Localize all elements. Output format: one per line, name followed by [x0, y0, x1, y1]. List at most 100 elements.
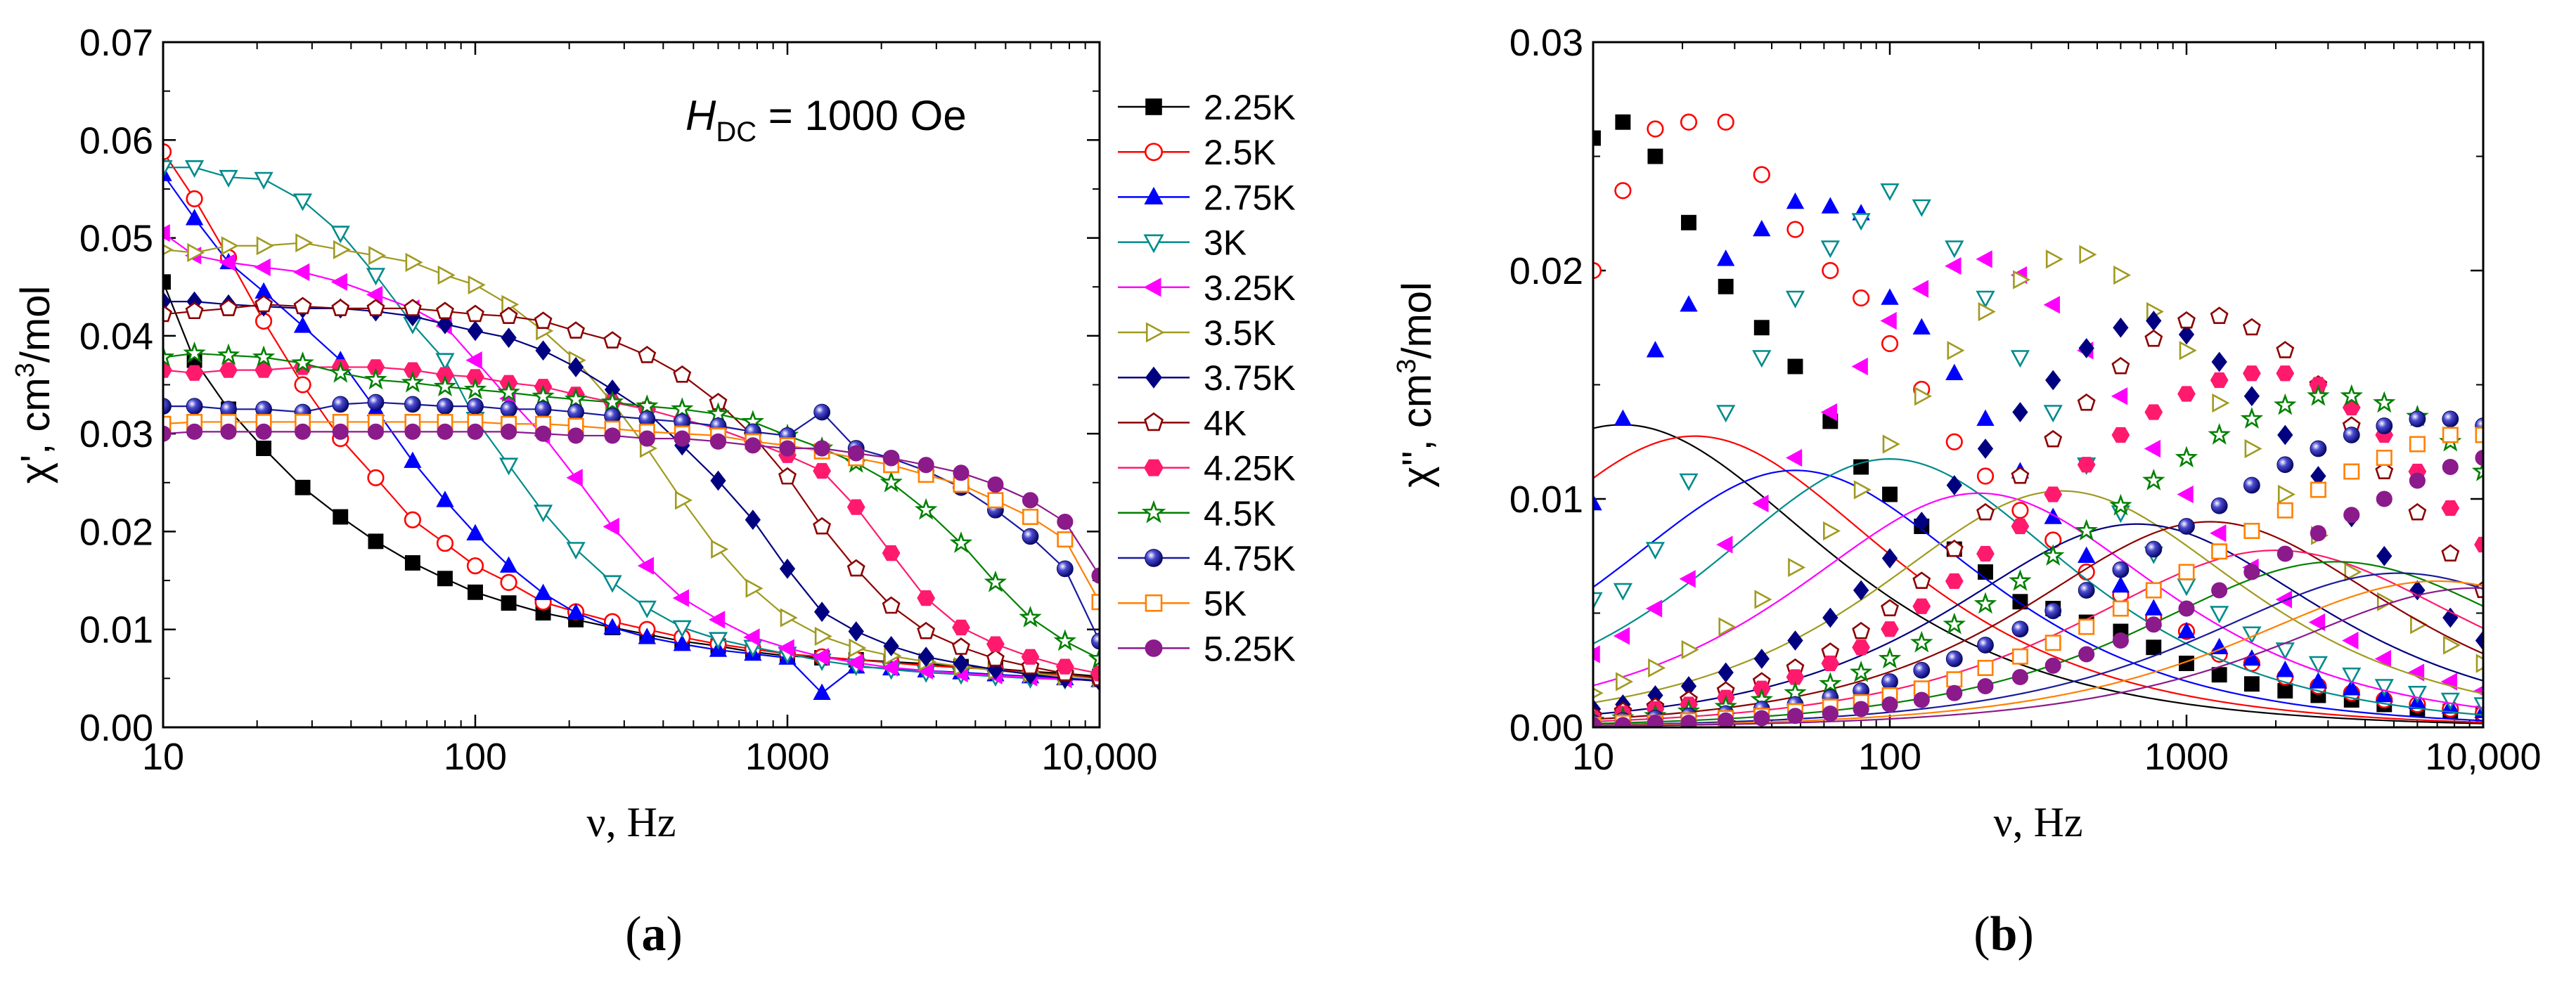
data-point [366, 268, 386, 286]
panel-caption: (b) [1973, 907, 2034, 961]
data-point [2210, 606, 2229, 624]
data-point [2111, 356, 2130, 375]
data-point [711, 539, 729, 559]
data-point [2011, 518, 2030, 535]
data-point [467, 398, 484, 415]
legend-item-2.75K: 2.75K [1118, 178, 1296, 217]
data-point [2144, 439, 2161, 458]
data-point [2310, 525, 2326, 542]
series-line [163, 431, 1100, 576]
data-point [501, 423, 517, 440]
data-point [2078, 646, 2095, 663]
data-point [219, 299, 238, 316]
data-point [2078, 546, 2096, 563]
data-point [986, 636, 1005, 652]
data-point [1614, 182, 1632, 200]
data-point [2012, 402, 2028, 422]
data-point [1718, 278, 1734, 294]
data-point [437, 571, 453, 587]
data-point [2111, 427, 2130, 443]
series-line [163, 366, 1100, 675]
legend-item-2.25K: 2.25K [1118, 88, 1296, 127]
data-point [1681, 639, 1699, 660]
data-point [949, 531, 973, 553]
data-point [2179, 341, 2197, 360]
legend-marker [1143, 278, 1161, 297]
data-point [917, 590, 936, 606]
data-point [1943, 612, 1966, 635]
data-point [914, 498, 938, 520]
data-point [332, 396, 349, 413]
fit-curve [1593, 561, 2483, 725]
data-point [882, 545, 901, 561]
data-point [500, 573, 517, 591]
data-point [849, 638, 867, 658]
y-tick-label: 0.07 [79, 22, 153, 64]
legend-item-3.75K: 3.75K [1118, 358, 1296, 398]
data-point [567, 357, 584, 377]
data-point [745, 437, 761, 454]
data-point [2374, 649, 2392, 668]
data-point [2045, 370, 2061, 391]
data-point [401, 370, 425, 393]
data-point [813, 462, 831, 479]
data-point [2440, 692, 2460, 710]
data-point [1681, 214, 1696, 230]
data-point [404, 555, 420, 571]
data-point [674, 490, 693, 510]
data-point [2043, 405, 2063, 423]
data-point [1614, 409, 1632, 426]
data-point [778, 467, 797, 485]
legend-marker [1145, 322, 1165, 343]
data-point [1648, 658, 1666, 678]
data-point [2243, 365, 2261, 382]
data-point [813, 440, 830, 457]
legend-marker [1145, 366, 1162, 389]
data-point [294, 423, 311, 440]
data-point [780, 608, 798, 628]
data-point [1913, 691, 1930, 708]
legend-label: 2.75K [1204, 178, 1296, 217]
data-point [2242, 318, 2261, 336]
data-point [1882, 486, 1898, 502]
series-line [163, 421, 1100, 603]
legend-label: 4K [1204, 403, 1247, 443]
data-point [2343, 507, 2360, 524]
data-point [2340, 384, 2363, 406]
data-point [2275, 590, 2293, 609]
data-point [567, 403, 584, 421]
legend-marker [1144, 412, 1164, 431]
data-point [1022, 492, 1039, 509]
data-point [1680, 113, 1698, 131]
data-point [2210, 372, 2229, 389]
legend-item-3K: 3K [1118, 223, 1247, 263]
data-point [219, 362, 238, 378]
series-line [163, 301, 1100, 682]
data-point [1056, 560, 1074, 578]
fit-curve [1593, 572, 2483, 726]
data-point [708, 632, 728, 650]
data-point [1977, 637, 1994, 654]
data-point [2211, 667, 2227, 683]
data-point [1647, 120, 1664, 138]
data-point [2276, 456, 2294, 474]
data-point [1977, 677, 1994, 695]
data-point [2044, 429, 2063, 448]
series-4.25K [1593, 365, 2483, 727]
data-point [186, 423, 203, 440]
data-point [637, 600, 657, 618]
data-point [1753, 710, 1770, 727]
data-point [778, 639, 794, 657]
data-point [217, 343, 240, 365]
data-point [1593, 645, 1600, 663]
y-tick-label: 0.05 [79, 218, 153, 260]
data-point [499, 556, 518, 573]
legend: 2.25K 2.5K 2.75K 3K 3.25K 3.5K 3.75K 4K 4.25K 4.5… [1118, 88, 1296, 668]
data-point [501, 595, 517, 611]
data-point [501, 327, 517, 349]
legend-marker [1145, 594, 1163, 612]
data-point [1616, 672, 1634, 691]
fit-curve [1593, 490, 2483, 703]
data-point [2240, 407, 2264, 429]
data-point [2342, 631, 2359, 650]
